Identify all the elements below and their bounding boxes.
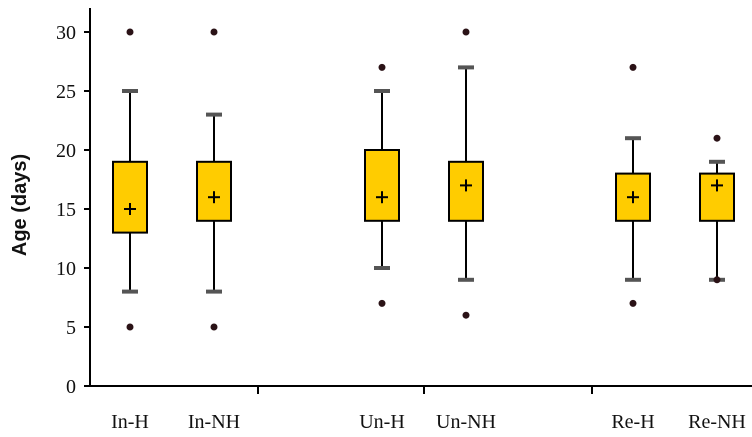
x-tick-label-un-h: Un-H [359,411,405,433]
y-axis-title: Age (days) [9,154,31,256]
y-tick-label: 20 [56,140,76,162]
box-in-h [112,160,148,234]
y-tick-label: 5 [66,317,76,339]
x-tick-label-un-nh: Un-NH [436,411,496,433]
y-tick-label: 25 [56,81,76,103]
outlier-point-un-h [378,299,386,307]
x-tick-label-in-h: In-H [111,411,149,433]
box-un-h [364,149,400,222]
outlier-point-re-nh [713,134,721,142]
x-tick-label-re-nh: Re-NH [688,411,746,433]
y-tick-label: 0 [66,376,76,398]
outlier-point-in-h [126,28,134,36]
outlier-point-re-h [629,63,637,71]
y-tick-label: 15 [56,199,76,221]
outlier-point-un-nh [462,311,470,319]
outlier-point-re-nh [713,276,721,284]
y-tick-label: 30 [56,22,76,44]
outlier-point-in-nh [210,323,218,331]
outlier-point-un-h [378,63,386,71]
x-tick-label-in-nh: In-NH [188,411,240,433]
outlier-point-re-h [629,299,637,307]
y-tick-label: 10 [56,258,76,280]
x-tick-label-re-h: Re-H [611,411,654,433]
outlier-point-un-nh [462,28,470,36]
outlier-point-in-nh [210,28,218,36]
outlier-point-in-h [126,323,134,331]
